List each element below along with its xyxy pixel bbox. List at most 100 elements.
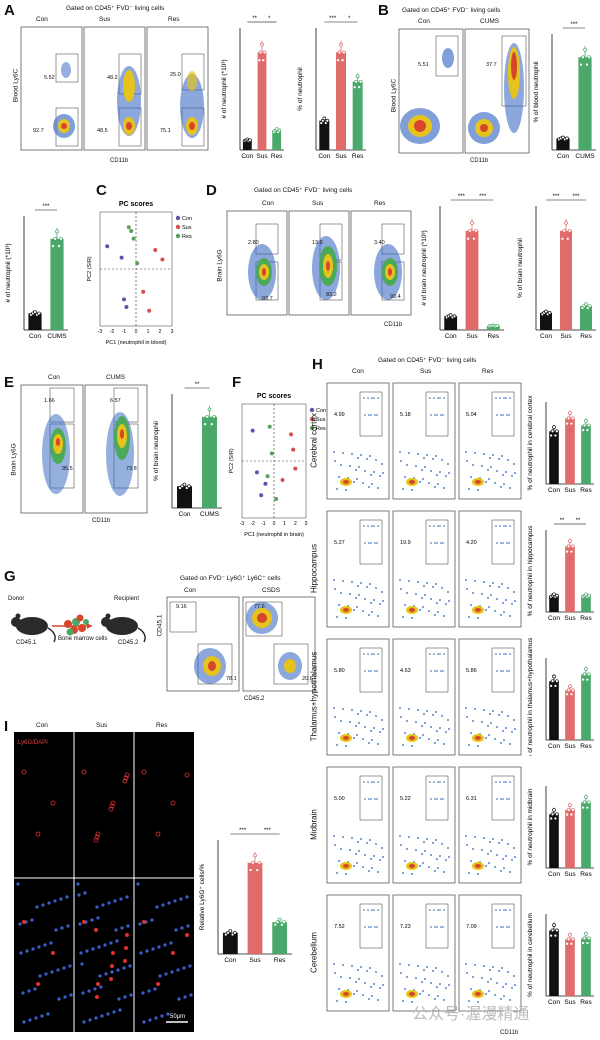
- data-point: [552, 808, 556, 812]
- scatter-point-sus: [289, 432, 294, 437]
- pop-pct: 2.80: [248, 240, 259, 246]
- pop-pct: 5.52: [44, 75, 55, 81]
- gate-label-d: Gated on CD45⁺ FVD⁻ living cells: [254, 187, 353, 194]
- bar-ylabel: % of neutrophil in thalamus+hypothalamus: [527, 638, 534, 756]
- data-point: [566, 688, 571, 693]
- pop-pct: 95.5: [62, 466, 73, 472]
- group-label: Con: [184, 587, 196, 594]
- dapi-nucleus: [91, 947, 95, 951]
- bar-category-label: Con: [224, 957, 236, 964]
- pop-pct: 5.51: [418, 62, 429, 68]
- data-point: [555, 928, 559, 933]
- panel-label-b: B: [378, 2, 389, 19]
- data-point: [582, 936, 587, 941]
- bar-category-label: Con: [29, 333, 41, 340]
- x-axis-label: CD11b: [92, 518, 111, 524]
- scatter-point-sus: [141, 289, 146, 294]
- ly6g-cell: [110, 964, 114, 968]
- dapi-nucleus: [49, 941, 53, 945]
- data-point: [566, 808, 571, 812]
- data-point: [448, 313, 453, 317]
- dapi-nucleus: [170, 970, 174, 974]
- bar-category-label: Con: [548, 615, 560, 622]
- panel-label-h: H: [312, 356, 323, 373]
- significance-label: **: [560, 518, 565, 524]
- ly6g-cell: [96, 982, 100, 986]
- dapi-nucleus: [98, 974, 102, 978]
- scatter-point-con: [263, 481, 268, 486]
- data-point: [568, 932, 572, 937]
- data-point: [260, 42, 264, 47]
- dapi-nucleus: [112, 1010, 116, 1014]
- group-label: Res: [482, 368, 494, 375]
- data-point: [562, 228, 567, 233]
- bar-chart-h: % of neutrophil in midbrain Con Sus Res: [527, 786, 594, 878]
- dapi-nucleus: [139, 951, 143, 955]
- data-point: [322, 116, 327, 121]
- dapi-nucleus: [68, 964, 72, 968]
- bar-category-label: Sus: [466, 333, 478, 340]
- bar-sus: [247, 862, 263, 954]
- bar-category-label: Res: [580, 487, 592, 494]
- legend-marker: [309, 407, 315, 413]
- group-label: Sus: [312, 200, 324, 207]
- group-label: CSDS: [262, 587, 281, 594]
- dapi-nucleus: [43, 943, 47, 947]
- group-label: Sus: [99, 16, 111, 23]
- data-point: [277, 917, 282, 922]
- dapi-nucleus: [54, 928, 58, 932]
- dapi-nucleus: [182, 966, 186, 970]
- bar-category-label: CUMS: [200, 511, 220, 518]
- data-point: [581, 55, 585, 60]
- ly6g-cell: [124, 946, 128, 950]
- data-point: [472, 236, 476, 241]
- data-point: [569, 692, 574, 697]
- data-point: [560, 236, 565, 241]
- data-point: [571, 808, 575, 812]
- bar-ylabel: % of neutrophil in cerebellum: [527, 913, 534, 997]
- dapi-nucleus: [167, 901, 171, 905]
- data-point: [555, 429, 559, 434]
- x-axis-label: CD11b: [470, 158, 489, 164]
- gate-label-a: Gated on CD45⁺ FVD⁻ living cells: [66, 5, 165, 12]
- dapi-nucleus: [154, 1016, 158, 1020]
- data-point: [564, 221, 568, 225]
- data-point: [273, 922, 278, 927]
- significance-label: ***: [479, 194, 487, 200]
- recipient-strain-label: CD45.2: [118, 640, 139, 646]
- bar-res: [580, 306, 592, 330]
- flow-plots-h: 7.52 7.23 7.09: [326, 894, 522, 1012]
- data-point: [565, 941, 569, 946]
- gate-box: [425, 903, 449, 949]
- gate-box: [425, 519, 449, 565]
- scatter-point-res: [126, 225, 131, 230]
- data-point: [549, 816, 553, 821]
- dapi-nucleus: [169, 941, 173, 945]
- flow-plot-a-sus: [83, 26, 146, 151]
- data-point: [550, 928, 555, 933]
- scatter-point-con: [259, 493, 264, 498]
- dapi-nucleus: [88, 1018, 92, 1022]
- data-point: [205, 414, 210, 419]
- dapi-nucleus: [83, 891, 87, 895]
- bar-sus: [465, 230, 479, 330]
- dapi-nucleus: [21, 991, 25, 995]
- scatter-title: PC scores: [119, 201, 153, 208]
- ly6g-cell: [185, 933, 189, 937]
- data-point: [466, 236, 471, 241]
- data-point: [209, 422, 214, 426]
- dapi-nucleus: [122, 966, 126, 970]
- data-point: [568, 539, 572, 544]
- data-point: [550, 812, 555, 817]
- data-point: [585, 677, 590, 682]
- dapi-nucleus: [80, 962, 84, 966]
- bar-category-label: Res: [271, 153, 283, 160]
- data-point: [569, 941, 574, 946]
- significance-label: **: [252, 16, 257, 22]
- pop-pct: 7.23: [400, 924, 411, 930]
- data-point: [339, 42, 343, 47]
- data-point: [547, 311, 552, 315]
- data-point: [357, 85, 362, 89]
